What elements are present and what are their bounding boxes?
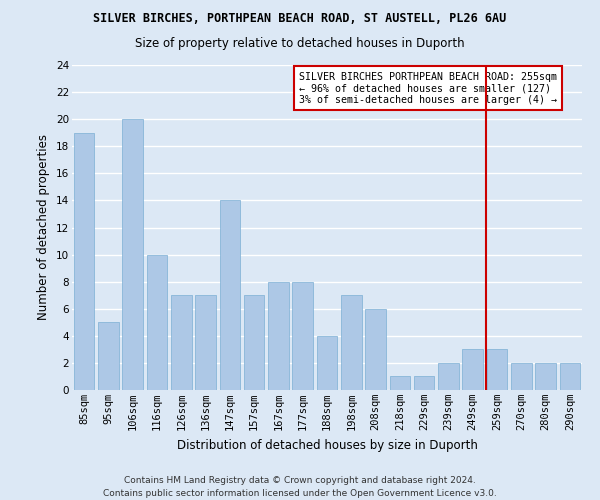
Bar (195, 295, 216, 390)
Bar (535, 363, 556, 390)
Text: Size of property relative to detached houses in Duporth: Size of property relative to detached ho… (135, 38, 465, 51)
Bar (365, 308, 386, 390)
X-axis label: Distribution of detached houses by size in Duporth: Distribution of detached houses by size … (176, 438, 478, 452)
Bar (463, 350, 483, 390)
Bar (317, 336, 337, 390)
Bar (560, 363, 580, 390)
Bar (292, 282, 313, 390)
Bar (511, 363, 532, 390)
Bar (98, 322, 119, 390)
Bar (487, 350, 508, 390)
Bar (414, 376, 434, 390)
Text: SILVER BIRCHES PORTHPEAN BEACH ROAD: 255sqm
← 96% of detached houses are smaller: SILVER BIRCHES PORTHPEAN BEACH ROAD: 255… (299, 72, 557, 104)
Bar (341, 295, 362, 390)
Bar (244, 295, 265, 390)
Text: Contains HM Land Registry data © Crown copyright and database right 2024.
Contai: Contains HM Land Registry data © Crown c… (103, 476, 497, 498)
Bar (220, 200, 240, 390)
Bar (389, 376, 410, 390)
Bar (171, 295, 191, 390)
Bar (122, 119, 143, 390)
Bar (268, 282, 289, 390)
Text: SILVER BIRCHES, PORTHPEAN BEACH ROAD, ST AUSTELL, PL26 6AU: SILVER BIRCHES, PORTHPEAN BEACH ROAD, ST… (94, 12, 506, 26)
Bar (146, 254, 167, 390)
Bar (74, 132, 94, 390)
Bar (438, 363, 459, 390)
Y-axis label: Number of detached properties: Number of detached properties (37, 134, 50, 320)
